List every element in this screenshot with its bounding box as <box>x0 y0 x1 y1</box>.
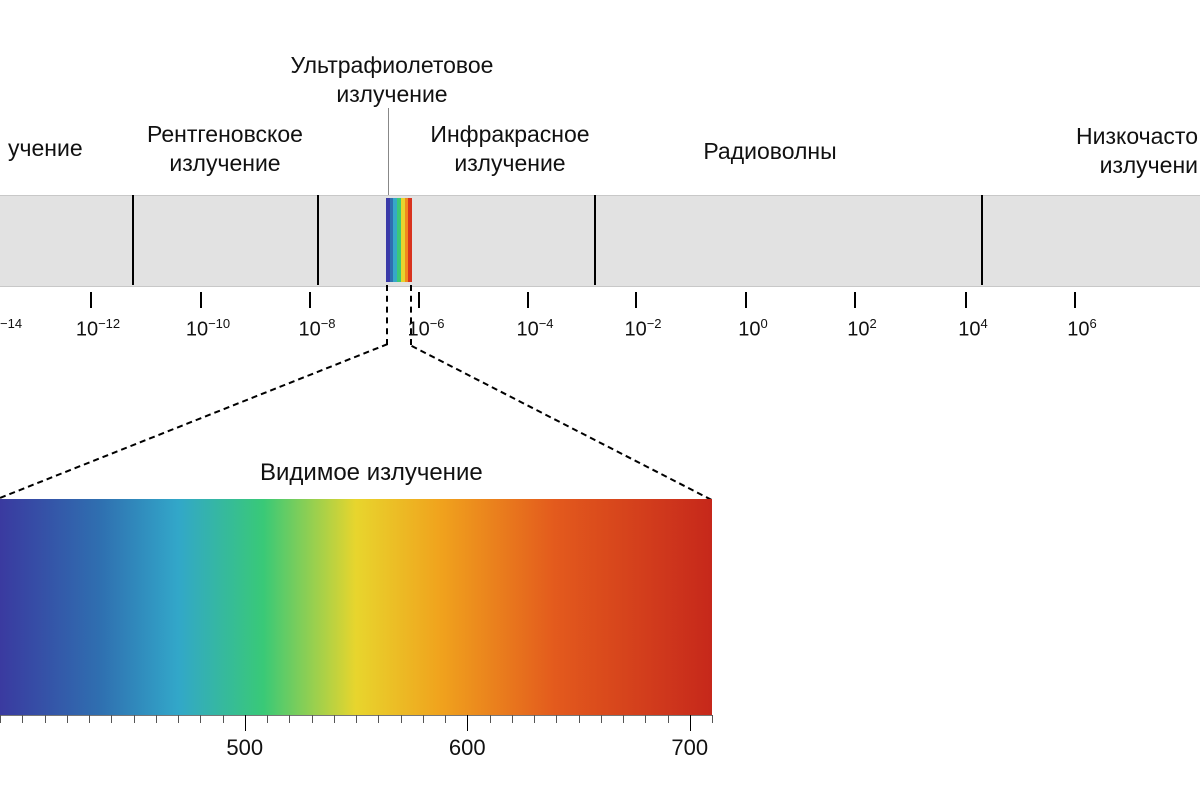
em-spectrum-diagram: учение Рентгеновское излучение Ультрафиоле… <box>0 0 1200 800</box>
visible-spectrum-panel <box>0 499 712 715</box>
nm-minor-tick <box>623 715 624 723</box>
uv-connector-line <box>388 108 389 195</box>
axis-tick-label: 106 <box>1067 316 1096 342</box>
axis-tick-label: 10−6 <box>407 316 444 342</box>
nm-minor-tick <box>200 715 201 723</box>
nm-minor-tick <box>178 715 179 723</box>
nm-minor-tick <box>445 715 446 723</box>
nm-minor-tick <box>645 715 646 723</box>
nm-major-tick <box>245 715 246 731</box>
axis-tick-label: −14 <box>0 316 22 342</box>
nm-minor-tick <box>67 715 68 723</box>
axis-tick-label: 10−8 <box>298 316 335 342</box>
axis-tick <box>965 292 967 308</box>
nm-minor-tick <box>423 715 424 723</box>
nm-minor-tick <box>668 715 669 723</box>
nm-minor-tick <box>0 715 1 723</box>
axis-tick-label: 104 <box>958 316 987 342</box>
region-label: Радиоволны <box>703 137 836 166</box>
nm-minor-tick <box>579 715 580 723</box>
axis-tick <box>745 292 747 308</box>
nm-major-tick <box>467 715 468 731</box>
axis-tick-label: 100 <box>738 316 767 342</box>
nm-minor-tick <box>556 715 557 723</box>
nm-minor-tick <box>356 715 357 723</box>
nm-minor-tick <box>712 715 713 723</box>
region-divider <box>594 195 596 285</box>
nm-minor-tick <box>512 715 513 723</box>
nm-minor-tick <box>601 715 602 723</box>
visible-stripe-slice <box>408 198 412 282</box>
nm-label: 600 <box>449 735 486 761</box>
nm-minor-tick <box>401 715 402 723</box>
nm-minor-tick <box>223 715 224 723</box>
axis-tick <box>200 292 202 308</box>
nm-label: 700 <box>671 735 708 761</box>
axis-tick <box>527 292 529 308</box>
region-label: Низкочасто излучени <box>1076 122 1198 180</box>
nm-label: 500 <box>226 735 263 761</box>
region-label: учение <box>8 134 83 163</box>
axis-tick-label: 10−12 <box>76 316 120 342</box>
axis-tick-label: 10−10 <box>186 316 230 342</box>
nm-minor-tick <box>490 715 491 723</box>
axis-tick <box>90 292 92 308</box>
axis-tick <box>854 292 856 308</box>
axis-tick <box>418 292 420 308</box>
axis-tick <box>309 292 311 308</box>
region-divider <box>981 195 983 285</box>
visible-spectrum-title: Видимое излучение <box>260 459 483 487</box>
axis-tick-label: 102 <box>847 316 876 342</box>
nm-minor-tick <box>378 715 379 723</box>
nm-minor-tick <box>111 715 112 723</box>
nm-major-tick <box>690 715 691 731</box>
nm-minor-tick <box>334 715 335 723</box>
axis-tick <box>635 292 637 308</box>
nm-minor-tick <box>289 715 290 723</box>
nm-minor-tick <box>534 715 535 723</box>
nm-minor-tick <box>156 715 157 723</box>
region-divider <box>132 195 134 285</box>
axis-tick-label: 10−4 <box>516 316 553 342</box>
nm-minor-tick <box>312 715 313 723</box>
spectrum-band <box>0 195 1200 287</box>
region-label: Инфракрасное излучение <box>430 120 589 178</box>
zoom-dashed-line <box>386 285 388 345</box>
nm-minor-tick <box>89 715 90 723</box>
nm-minor-tick <box>22 715 23 723</box>
nm-minor-tick <box>134 715 135 723</box>
zoom-dashed-line <box>410 285 412 345</box>
region-label: Рентгеновское излучение <box>147 120 303 178</box>
axis-tick <box>1074 292 1076 308</box>
region-divider <box>317 195 319 285</box>
nm-minor-tick <box>267 715 268 723</box>
axis-tick-label: 10−2 <box>624 316 661 342</box>
nm-minor-tick <box>45 715 46 723</box>
region-label: Ультрафиолетовое излучение <box>291 51 494 109</box>
